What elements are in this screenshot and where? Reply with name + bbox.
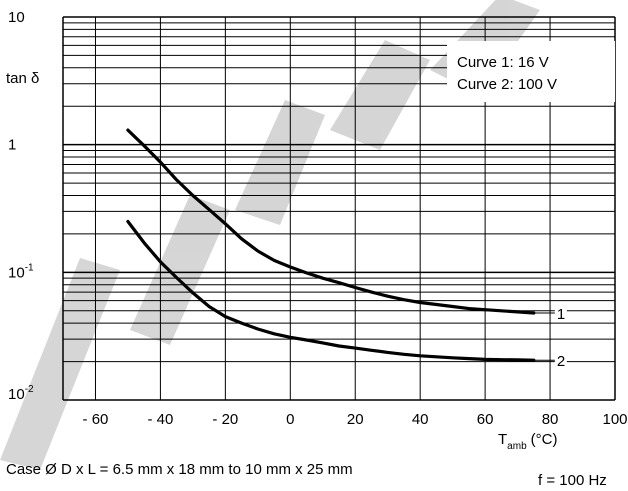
curve-1 xyxy=(126,128,536,315)
curve-label: 2 xyxy=(557,353,565,370)
x-tick-label: 80 xyxy=(542,411,559,428)
curve-label-bg xyxy=(554,304,567,323)
x-tick-label: 40 xyxy=(412,411,429,428)
curve-label: 1 xyxy=(557,306,565,323)
frequency-annotation: f = 100 Hz xyxy=(538,472,607,489)
x-tick-label: - 20 xyxy=(212,411,238,428)
chart-curves xyxy=(126,128,536,362)
case-annotation: Case Ø D x L = 6.5 mm x 18 mm to 10 mm x… xyxy=(6,461,353,478)
x-tick-label: 100 xyxy=(602,411,627,428)
y-axis-title: tan δ xyxy=(6,70,39,87)
legend: Curve 1: 16 V Curve 2: 100 V xyxy=(447,41,615,102)
curve-2 xyxy=(126,219,536,362)
x-tick-labels: - 60 - 40 - 20 0 20 40 60 80 100 xyxy=(83,411,628,428)
x-axis-title: Tamb (°C) xyxy=(498,431,557,452)
x-axis-title-unit: (°C) xyxy=(531,431,558,448)
curve-label-bg xyxy=(554,351,567,370)
y-tick-label: 10-1 xyxy=(8,262,34,281)
x-tick-label: 60 xyxy=(477,411,494,428)
y-tick-label: 1 xyxy=(8,137,16,154)
y-tick-label: 10 xyxy=(8,9,25,26)
x-tick-label: - 60 xyxy=(83,411,109,428)
x-tick-label: - 40 xyxy=(147,411,173,428)
x-tick-label: 0 xyxy=(286,411,294,428)
x-axis-title-sub: amb xyxy=(507,441,527,452)
x-axis-title-main: T xyxy=(498,431,507,448)
y-tick-label: 10-2 xyxy=(8,384,34,403)
curve-labels: 12 xyxy=(533,304,567,370)
legend-line-2: Curve 2: 100 V xyxy=(457,76,557,93)
legend-line-1: Curve 1: 16 V xyxy=(457,54,549,71)
y-tick-labels: 10 1 10-1 10-2 xyxy=(8,9,34,403)
x-tick-label: 20 xyxy=(347,411,364,428)
